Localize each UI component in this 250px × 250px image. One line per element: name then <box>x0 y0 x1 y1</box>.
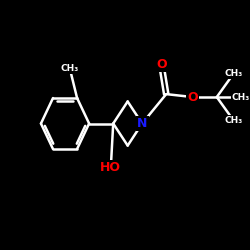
Text: CH₃: CH₃ <box>61 64 79 73</box>
Text: O: O <box>156 58 167 71</box>
Text: CH₃: CH₃ <box>232 92 250 102</box>
Text: CH₃: CH₃ <box>224 116 243 125</box>
Text: CH₃: CH₃ <box>224 69 243 78</box>
Text: O: O <box>188 90 198 104</box>
Text: HO: HO <box>100 161 121 174</box>
Text: N: N <box>137 117 147 130</box>
